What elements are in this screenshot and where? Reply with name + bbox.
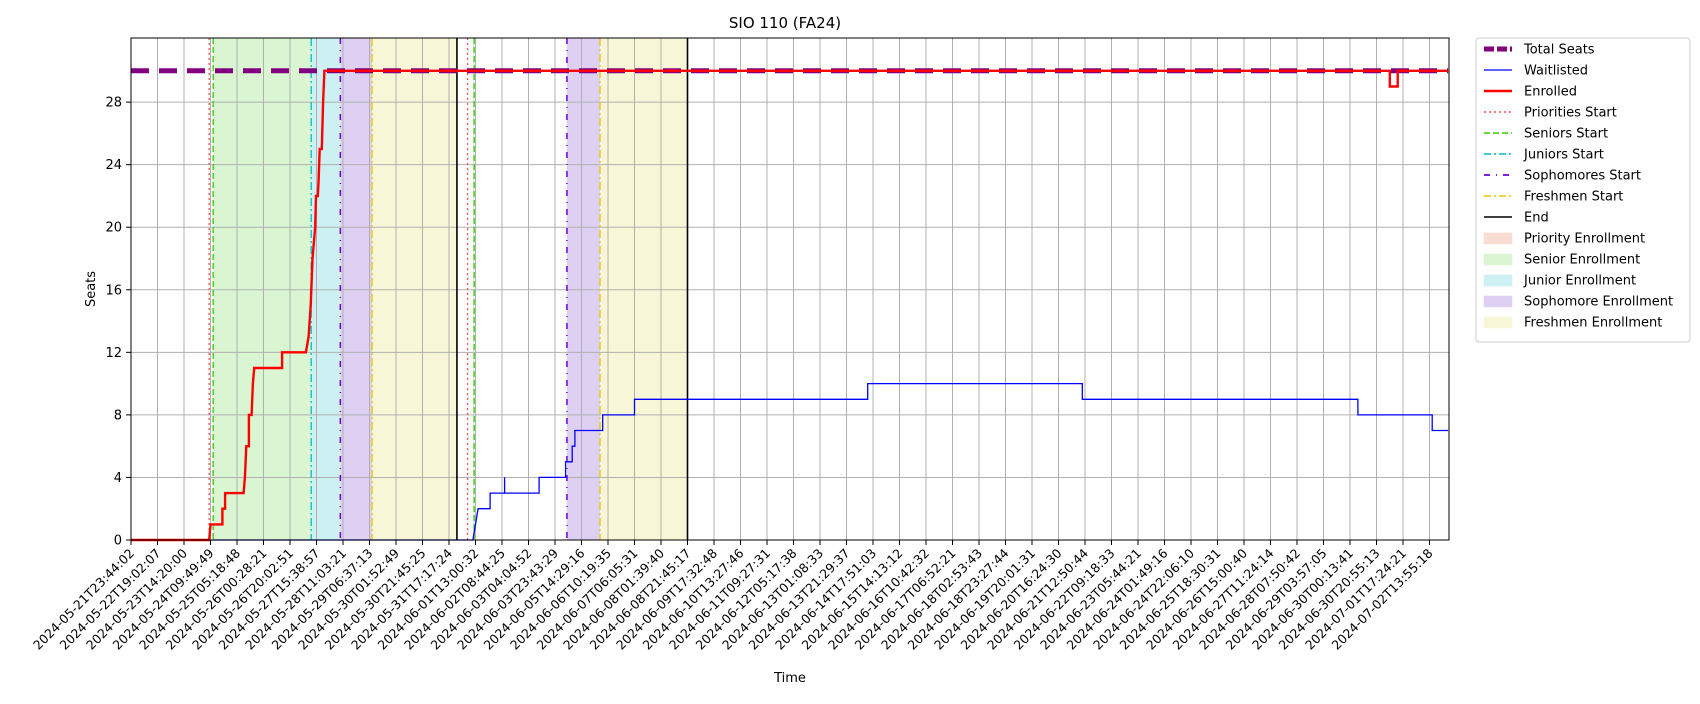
legend-swatch-junior-enrollment — [1483, 274, 1513, 287]
series-layer — [131, 68, 1449, 542]
legend-label-end: End — [1524, 211, 1549, 226]
chart-title: SIO 110 (FA24) — [729, 14, 841, 32]
series-enrolled — [131, 69, 1449, 542]
y-tick-label: 24 — [105, 158, 122, 173]
legend-label-total-seats: Total Seats — [1523, 43, 1595, 58]
x-axis-label: Time — [773, 671, 806, 686]
y-tick-label: 4 — [114, 471, 122, 486]
y-axis-label: Seats — [84, 271, 99, 307]
series-waitlisted — [131, 382, 1449, 541]
legend-label-sophomore-enrollment: Sophomore Enrollment — [1524, 295, 1673, 310]
y-tick-label: 16 — [105, 283, 122, 298]
legend-label-enrolled: Enrolled — [1524, 85, 1577, 100]
y-tick-label: 20 — [105, 221, 122, 236]
y-tick-label: 12 — [105, 346, 122, 361]
region-5 — [566, 38, 601, 540]
region-3 — [372, 38, 457, 540]
plot-frame — [130, 37, 1450, 541]
grid-layer — [131, 38, 1449, 540]
x-axis-ticks: 2024-05-21T23:44:022024-05-22T19:02:0720… — [30, 540, 1436, 653]
region-1 — [311, 38, 341, 540]
regions-layer — [213, 38, 688, 540]
legend-label-sophomores-start: Sophomores Start — [1524, 169, 1641, 184]
legend: Total Seats Waitlisted Enrolled Priorities … — [1475, 37, 1691, 343]
region-2 — [340, 38, 373, 540]
legend-label-priority-enrollment: Priority Enrollment — [1524, 232, 1645, 247]
vlines-layer — [208, 38, 689, 540]
region-6 — [600, 38, 688, 540]
legend-label-waitlisted: Waitlisted — [1524, 64, 1588, 79]
legend-label-priorities-start: Priorities Start — [1524, 106, 1617, 121]
legend-label-juniors-start: Juniors Start — [1523, 148, 1604, 163]
y-axis-ticks: 0 4 8 12 16 20 24 28 — [105, 96, 131, 549]
legend-label-senior-enrollment: Senior Enrollment — [1524, 253, 1640, 268]
region-0 — [213, 38, 312, 540]
y-tick-label: 0 — [114, 534, 122, 549]
legend-swatch-priority-enrollment — [1483, 232, 1513, 245]
legend-label-freshmen-start: Freshmen Start — [1524, 190, 1623, 205]
legend-swatch-sophomore-enrollment — [1483, 295, 1513, 308]
legend-swatch-freshmen-enrollment — [1483, 316, 1513, 329]
legend-label-junior-enrollment: Junior Enrollment — [1523, 274, 1636, 289]
legend-swatch-senior-enrollment — [1483, 253, 1513, 266]
region-4 — [472, 38, 475, 540]
y-tick-label: 28 — [105, 96, 122, 111]
legend-label-seniors-start: Seniors Start — [1524, 127, 1608, 142]
legend-label-freshmen-enrollment: Freshmen Enrollment — [1524, 316, 1662, 331]
legend-box — [1475, 37, 1691, 343]
y-tick-label: 8 — [114, 408, 122, 423]
